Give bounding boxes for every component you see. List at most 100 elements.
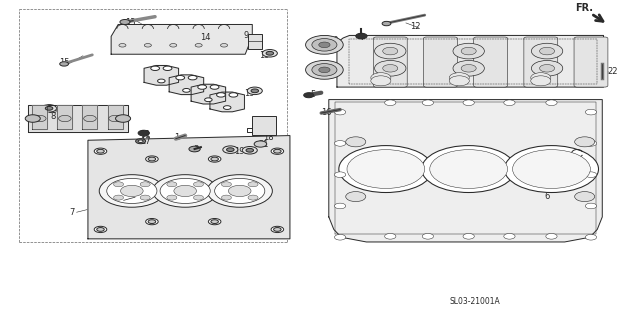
Circle shape — [210, 85, 219, 89]
Circle shape — [209, 219, 221, 225]
Circle shape — [215, 179, 265, 204]
Circle shape — [585, 109, 597, 115]
Text: FR.: FR. — [575, 3, 593, 13]
Circle shape — [146, 219, 158, 225]
Circle shape — [504, 100, 515, 106]
Circle shape — [148, 157, 156, 161]
Circle shape — [312, 64, 337, 76]
Circle shape — [248, 182, 258, 187]
Circle shape — [120, 20, 130, 25]
FancyBboxPatch shape — [524, 37, 558, 87]
Circle shape — [223, 146, 238, 153]
Polygon shape — [32, 105, 47, 129]
Circle shape — [243, 147, 257, 154]
Text: 19: 19 — [48, 106, 58, 115]
Circle shape — [513, 150, 590, 188]
Text: 14: 14 — [200, 33, 210, 42]
Circle shape — [546, 234, 557, 239]
Text: 2: 2 — [123, 195, 128, 204]
Circle shape — [585, 140, 597, 146]
Circle shape — [217, 93, 226, 97]
Text: SL03-21001A: SL03-21001A — [450, 297, 500, 306]
Circle shape — [221, 195, 231, 200]
Polygon shape — [83, 105, 98, 129]
Circle shape — [227, 148, 234, 152]
Circle shape — [266, 52, 273, 55]
Circle shape — [530, 76, 551, 86]
Circle shape — [271, 148, 284, 154]
Circle shape — [453, 60, 484, 76]
Text: 7: 7 — [69, 208, 75, 217]
Circle shape — [385, 234, 396, 239]
Circle shape — [385, 100, 396, 106]
Circle shape — [176, 76, 185, 80]
Circle shape — [430, 150, 508, 188]
Circle shape — [319, 42, 330, 48]
Circle shape — [109, 116, 122, 122]
Circle shape — [195, 44, 202, 47]
Text: 19: 19 — [234, 147, 245, 156]
Circle shape — [463, 100, 474, 106]
Circle shape — [97, 149, 104, 153]
Circle shape — [140, 195, 150, 200]
Circle shape — [138, 140, 143, 142]
Circle shape — [347, 150, 425, 188]
Circle shape — [575, 137, 595, 147]
Circle shape — [254, 141, 266, 147]
Circle shape — [119, 44, 126, 47]
Text: 19: 19 — [260, 51, 270, 60]
Circle shape — [198, 85, 207, 89]
Circle shape — [546, 100, 557, 106]
Circle shape — [273, 149, 281, 153]
Circle shape — [585, 172, 597, 178]
Circle shape — [120, 185, 143, 196]
Circle shape — [371, 76, 391, 86]
Text: 8: 8 — [50, 112, 55, 121]
Circle shape — [138, 130, 149, 136]
Circle shape — [319, 67, 330, 73]
Circle shape — [42, 105, 57, 112]
Circle shape — [335, 172, 346, 178]
Text: 13: 13 — [125, 19, 135, 28]
Circle shape — [148, 220, 156, 223]
Polygon shape — [111, 25, 252, 54]
Text: 12: 12 — [410, 21, 421, 30]
Circle shape — [356, 33, 367, 39]
Circle shape — [151, 66, 159, 70]
Circle shape — [193, 195, 203, 200]
Circle shape — [247, 87, 262, 95]
Circle shape — [530, 73, 551, 83]
Circle shape — [183, 89, 190, 92]
Circle shape — [146, 156, 158, 162]
Circle shape — [45, 107, 53, 110]
Text: 18: 18 — [263, 132, 273, 142]
Circle shape — [211, 220, 219, 223]
FancyBboxPatch shape — [252, 116, 276, 135]
Circle shape — [246, 148, 253, 152]
Circle shape — [224, 106, 231, 109]
FancyBboxPatch shape — [474, 37, 508, 87]
Circle shape — [251, 89, 258, 93]
Circle shape — [271, 226, 284, 233]
Circle shape — [306, 60, 343, 79]
Text: 20: 20 — [573, 151, 583, 160]
Circle shape — [306, 36, 343, 54]
Circle shape — [84, 116, 96, 122]
Circle shape — [375, 43, 406, 59]
Text: 19: 19 — [244, 89, 255, 98]
Circle shape — [211, 157, 219, 161]
Polygon shape — [169, 75, 203, 95]
Circle shape — [97, 228, 104, 231]
Circle shape — [375, 60, 406, 76]
Circle shape — [169, 44, 177, 47]
Circle shape — [229, 93, 238, 97]
Circle shape — [106, 179, 157, 204]
Circle shape — [60, 62, 69, 66]
Polygon shape — [210, 92, 244, 112]
Circle shape — [449, 73, 469, 83]
Polygon shape — [88, 136, 290, 239]
Circle shape — [140, 182, 150, 187]
Text: 4: 4 — [358, 33, 364, 42]
Circle shape — [383, 65, 398, 72]
Text: 1: 1 — [175, 133, 180, 142]
